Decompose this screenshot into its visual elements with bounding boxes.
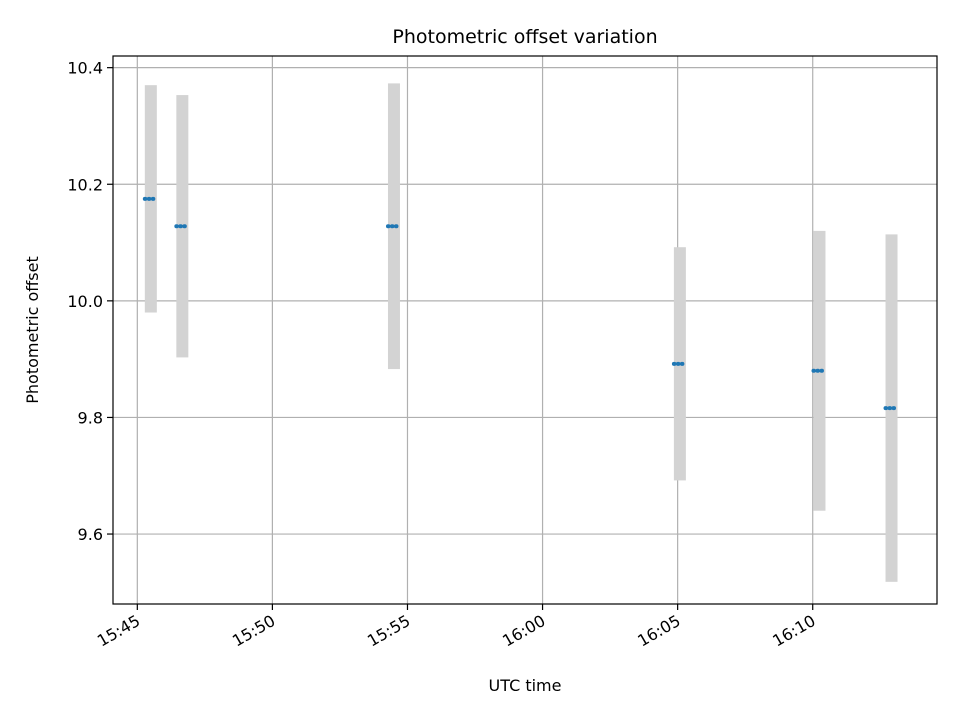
y-tick-label: 10.4: [67, 59, 103, 78]
y-tick-label: 9.6: [78, 525, 103, 544]
data-layer: [142, 83, 900, 582]
x-axis-label: UTC time: [489, 676, 562, 695]
chart-title: Photometric offset variation: [392, 26, 657, 48]
y-axis: 9.6 9.8 10.0 10.2 10.4: [67, 59, 113, 544]
y-tick-label: 10.0: [67, 292, 103, 311]
y-axis-label: Photometric offset: [23, 256, 42, 404]
plot-frame: [112, 55, 938, 605]
y-tick-label: 10.2: [67, 175, 103, 194]
y-tick-label: 9.8: [78, 408, 103, 427]
grid: [113, 56, 937, 604]
